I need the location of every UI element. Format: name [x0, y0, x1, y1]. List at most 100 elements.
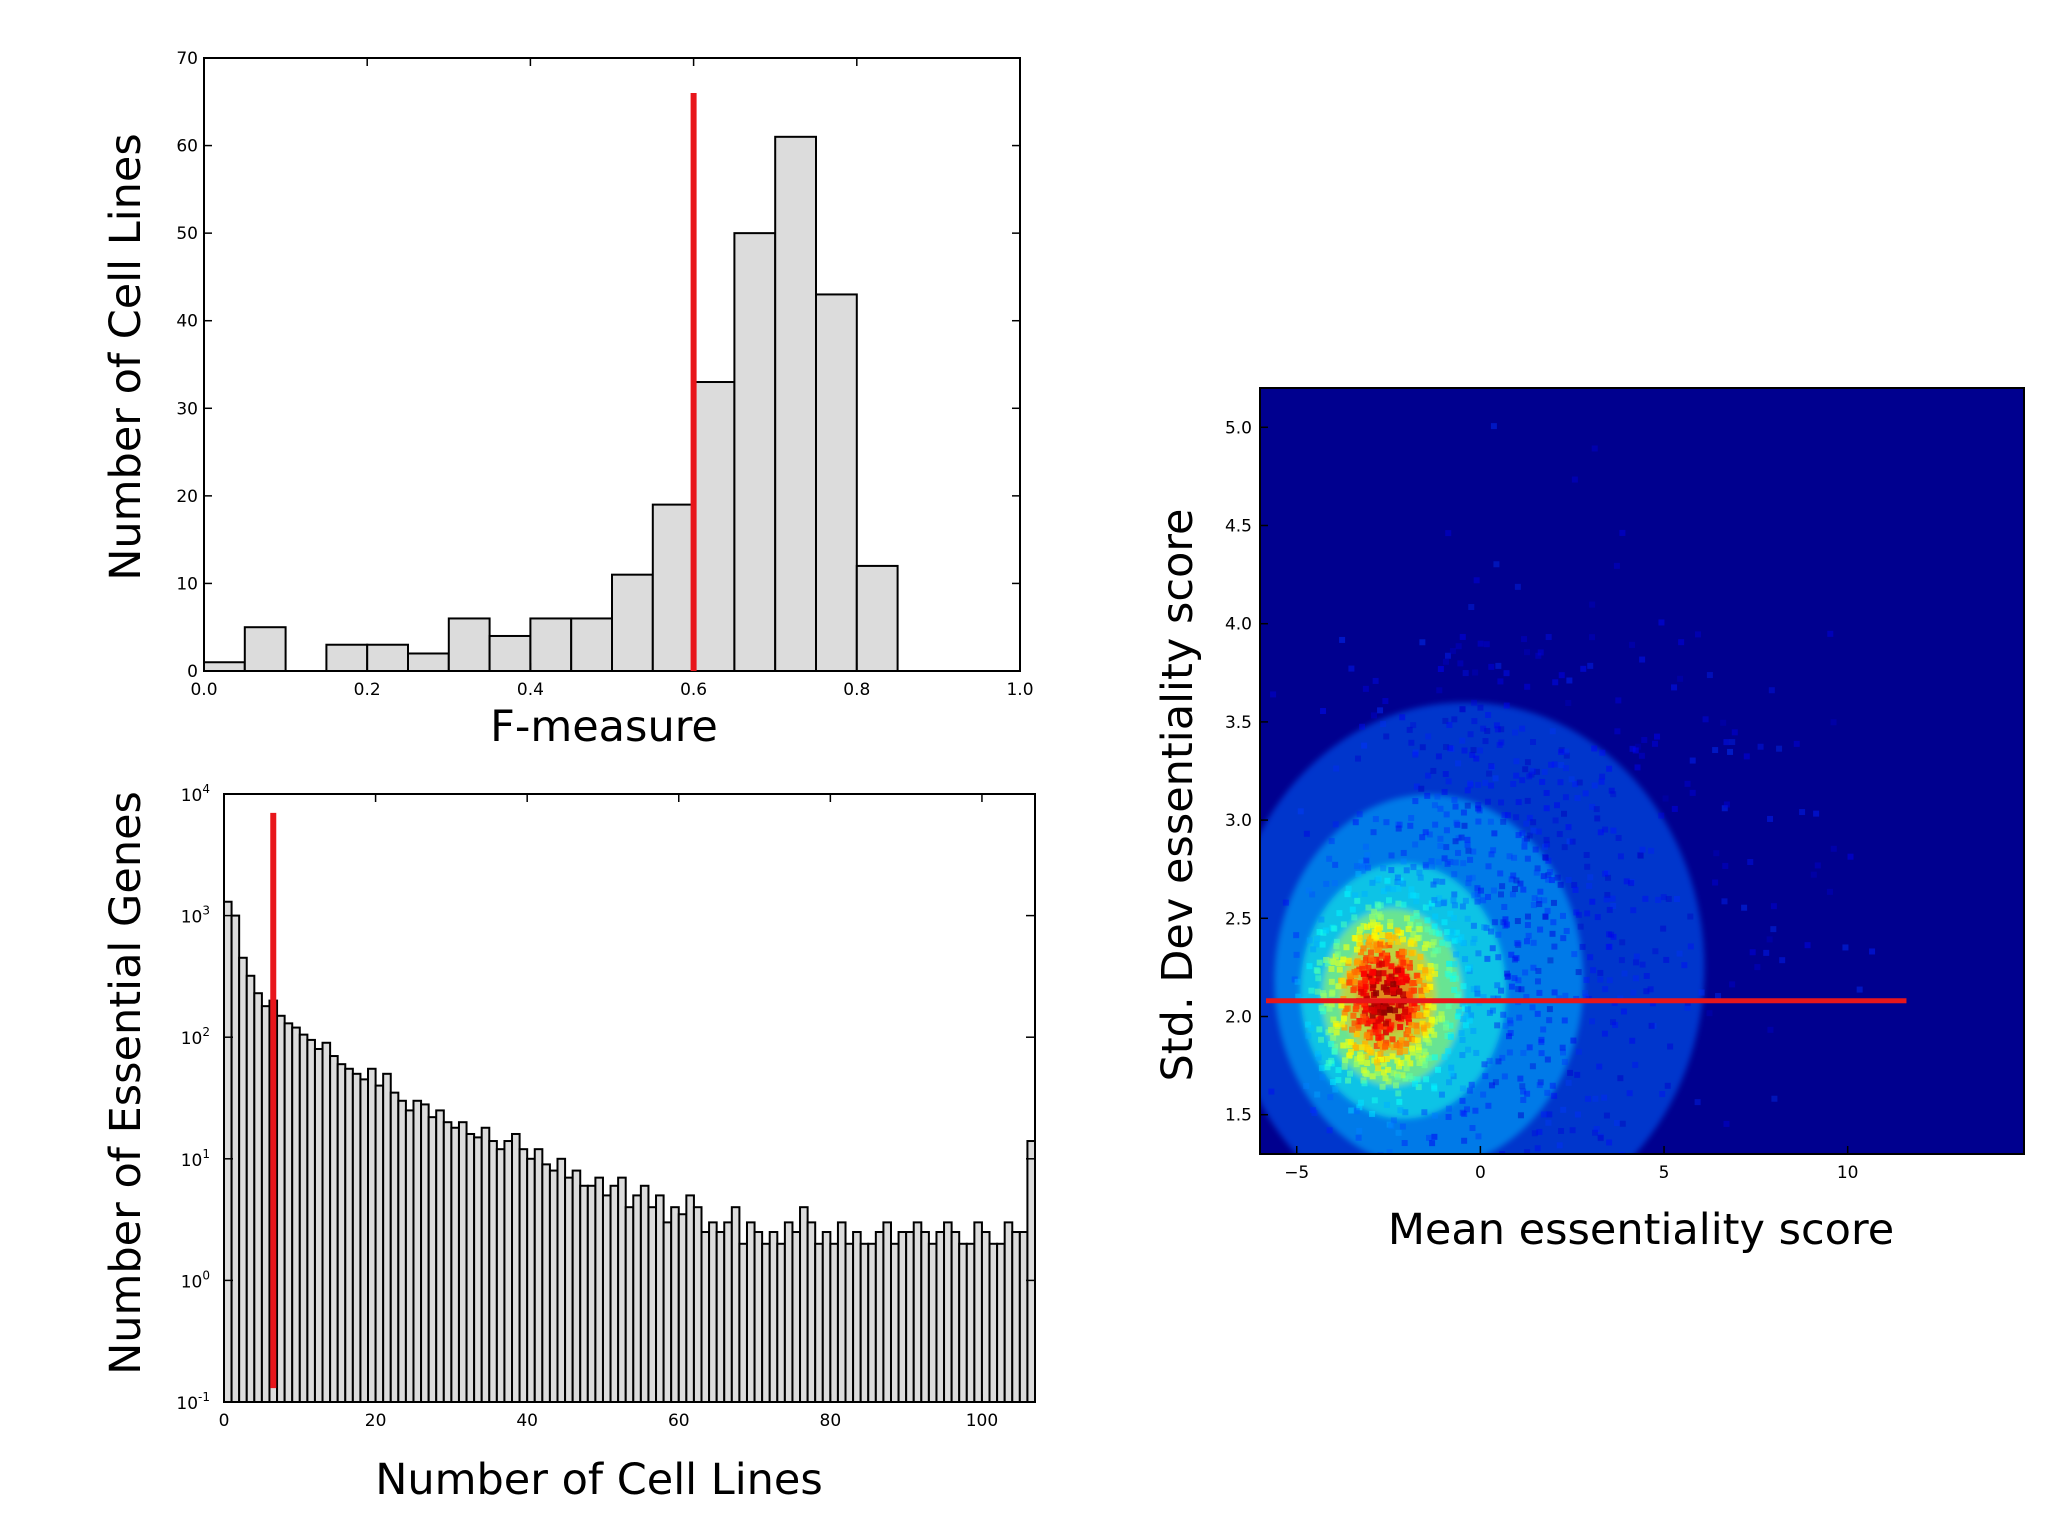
heatmap-cell: [1399, 949, 1406, 956]
heatmap-cell: [1594, 914, 1601, 921]
heatmap-cell: [1442, 658, 1449, 665]
heatmap-cell: [1386, 1149, 1393, 1154]
heatmap-cell: [1472, 669, 1479, 676]
essential-genes-x-axis-title: Number of Cell Lines: [375, 1455, 823, 1505]
essential-genes-bar: [905, 1231, 915, 1403]
heatmap-cell: [1439, 1015, 1446, 1022]
heatmap-cell: [1474, 985, 1481, 992]
heatmap-cell: [1405, 926, 1412, 933]
heatmap-cell: [1388, 852, 1395, 859]
heatmap-cell: [1489, 1007, 1496, 1014]
heatmap-cell: [1421, 1109, 1428, 1116]
heatmap-cell: [1308, 987, 1315, 994]
heatmap-cell: [1316, 928, 1323, 935]
heatmap-cell: [1545, 872, 1552, 879]
heatmap-cell: [1400, 991, 1407, 998]
x-tick-label: 80: [820, 1411, 842, 1431]
heatmap-cell: [1408, 886, 1415, 893]
heatmap-cell: [1330, 1016, 1337, 1023]
heatmap-cell: [1639, 846, 1646, 853]
heatmap-cell: [1584, 910, 1591, 917]
heatmap-cell: [1583, 852, 1590, 859]
y-tick-label: 20: [176, 487, 198, 507]
heatmap-cell: [1361, 890, 1368, 897]
heatmap-cell: [1523, 820, 1530, 827]
heatmap-cell: [1500, 1011, 1507, 1018]
heatmap-cell: [1431, 1112, 1438, 1119]
essential-genes-bar: [389, 1091, 400, 1404]
heatmap-cell: [1519, 777, 1526, 784]
essential-genes-bar: [980, 1231, 991, 1403]
heatmap-cell: [1352, 819, 1359, 826]
heatmap-cell: [1365, 864, 1372, 871]
heatmap-cell: [1488, 764, 1495, 771]
heatmap-cell: [1517, 880, 1524, 887]
heatmap-cell: [1328, 1041, 1335, 1048]
heatmap-cell: [1529, 1004, 1536, 1011]
heatmap-cell: [1378, 1056, 1385, 1063]
heatmap-cell: [1558, 762, 1565, 769]
heatmap-cell: [1422, 967, 1429, 974]
heatmap-cell: [1530, 819, 1537, 826]
heatmap-cell: [1547, 957, 1554, 964]
heatmap-cell: [1413, 913, 1420, 920]
y-tick-label: 3.5: [1225, 713, 1252, 733]
heatmap-cell: [1453, 929, 1460, 936]
heatmap-cell: [1354, 958, 1361, 965]
heatmap-cell: [1431, 802, 1438, 809]
heatmap-cell: [1450, 971, 1457, 978]
heatmap-cell: [1482, 738, 1489, 745]
heatmap-cell: [1328, 965, 1335, 972]
heatmap-cell: [1463, 1274, 1469, 1280]
heatmap-cell: [1394, 927, 1401, 934]
heatmap-cell: [1354, 969, 1361, 976]
heatmap-cell: [1438, 1091, 1445, 1098]
heatmap-cell: [1475, 950, 1482, 957]
heatmap-cell: [1375, 1009, 1382, 1016]
heatmap-cell: [1373, 1042, 1380, 1049]
heatmap-cell: [1444, 970, 1451, 977]
heatmap-cell: [1767, 815, 1774, 822]
heatmap-cell: [1356, 1104, 1363, 1111]
heatmap-cell: [1339, 636, 1346, 643]
heatmap-cell: [1395, 1013, 1402, 1020]
heatmap-cell: [1636, 1158, 1642, 1164]
heatmap-cell: [1842, 944, 1849, 951]
heatmap-cell: [1489, 945, 1496, 952]
heatmap-cell: [1597, 1133, 1604, 1140]
heatmap-cell: [1465, 1046, 1472, 1053]
essential-genes-bar: [457, 1121, 468, 1403]
heatmap-cell: [1331, 1048, 1338, 1055]
heatmap-cell: [1687, 913, 1694, 920]
heatmap-cell: [1637, 852, 1644, 859]
heatmap-cell: [1727, 748, 1734, 755]
heatmap-cell: [1604, 892, 1611, 899]
heatmap-cell: [1504, 812, 1511, 819]
essential-genes-bar: [889, 1242, 900, 1404]
heatmap-cell: [1459, 1097, 1466, 1104]
heatmap-cell: [1471, 699, 1478, 706]
heatmap-cell: [1633, 953, 1640, 960]
heatmap-cell: [1475, 805, 1482, 812]
heatmap-cell: [1641, 736, 1648, 743]
heatmap-cell: [1436, 930, 1443, 937]
heatmap-cell: [1422, 1031, 1429, 1038]
heatmap-cell: [1418, 987, 1425, 994]
heatmap-cell: [1437, 805, 1444, 812]
essential-genes-bar: [882, 1221, 892, 1404]
heatmap-cell: [1665, 895, 1672, 902]
heatmap-cell: [1485, 893, 1492, 900]
heatmap-cell: [1548, 877, 1555, 884]
heatmap-cell: [1383, 1101, 1390, 1108]
fmeasure-histogram: 0.0 0.2 0.4 0.6 0.8 1.0 0 10 20 30 40 50 60 70 F-mea…: [101, 49, 1034, 752]
heatmap-cell: [1573, 909, 1580, 916]
heatmap-cell: [1507, 1029, 1514, 1036]
essential-genes-bar: [427, 1116, 438, 1403]
heatmap-cell: [1655, 896, 1662, 903]
heatmap-cell: [1453, 951, 1460, 958]
heatmap-cell: [1361, 1001, 1368, 1008]
heatmap-cell: [1268, 1088, 1275, 1095]
heatmap-cell: [1637, 852, 1644, 859]
heatmap-cell: [1468, 604, 1475, 611]
heatmap-cell: [1390, 985, 1397, 992]
